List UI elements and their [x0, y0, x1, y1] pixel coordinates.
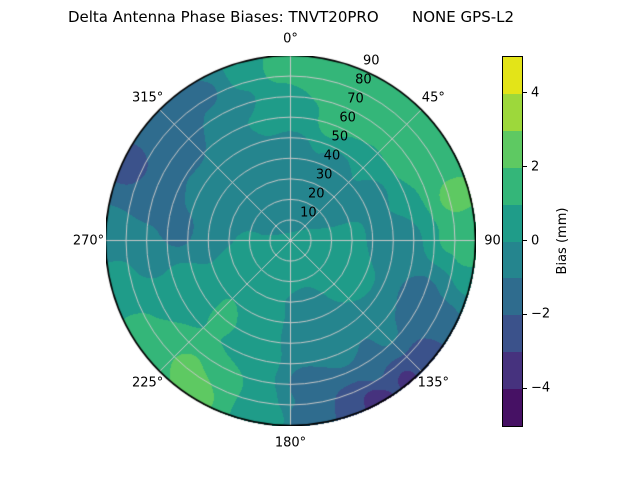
angular-tick-label-225: 225° [131, 375, 164, 391]
radial-tick-label-30: 30 [315, 167, 333, 183]
colorbar-tick-label: −4 [531, 380, 551, 396]
radial-tick-label-70: 70 [347, 91, 364, 107]
angular-tick-label-315: 315° [131, 90, 164, 106]
colorbar-bands [502, 56, 523, 427]
colorbar-tickmark [523, 313, 527, 315]
colorbar-tick-label: −2 [531, 306, 551, 322]
angular-tick-label-270: 270° [72, 233, 105, 248]
radial-tick-label-90: 90 [363, 53, 380, 69]
colorbar-band-4 [503, 241, 522, 279]
colorbar-tickmark [523, 240, 527, 241]
radial-tick-label-10: 10 [300, 205, 317, 220]
colorbar-tick-label: 4 [531, 85, 540, 101]
angular-tick-label-45: 45° [421, 90, 445, 106]
colorbar-band-9 [503, 57, 522, 94]
chart-title: Delta Antenna Phase Biases: TNVT20PRO NO… [67, 8, 515, 26]
colorbar-band-3 [503, 278, 522, 316]
colorbar-band-6 [503, 167, 522, 205]
colorbar: 4 2 0 −2 −4 [502, 56, 550, 427]
angular-tick-label-135: 135° [417, 375, 449, 391]
colorbar-band-5 [503, 204, 522, 242]
colorbar-band-8 [503, 93, 522, 131]
radial-tick-label-80: 80 [355, 72, 372, 88]
polar-plot: 0° 45° 90 135° 180° 225° 270° 315° 10 20 30 40 50 60 7… [73, 32, 501, 449]
colorbar-tick-label: 0 [531, 233, 540, 248]
colorbar-band-2 [503, 315, 522, 353]
polar-contour-canvas [106, 56, 476, 426]
colorbar-tickmark [523, 387, 527, 389]
colorbar-band-1 [503, 352, 522, 390]
angular-tick-label-180: 180° [274, 435, 307, 450]
radial-tick-label-60: 60 [339, 110, 356, 126]
colorbar-band-0 [503, 389, 522, 427]
colorbar-band-7 [503, 130, 522, 168]
colorbar-tickmark [523, 166, 527, 168]
colorbar-axis-label-text: Bias (mm) [555, 207, 570, 275]
colorbar-axis-label: Bias (mm) [555, 208, 570, 275]
colorbar-tick-label: 2 [531, 159, 540, 175]
radial-tick-label-50: 50 [331, 129, 349, 145]
angular-tick-label-0: 0° [283, 31, 298, 46]
radial-tick-label-40: 40 [323, 148, 341, 164]
angular-tick-label-90: 90 [484, 233, 501, 248]
radial-tick-label-20: 20 [307, 186, 325, 202]
colorbar-tickmark [523, 92, 527, 94]
